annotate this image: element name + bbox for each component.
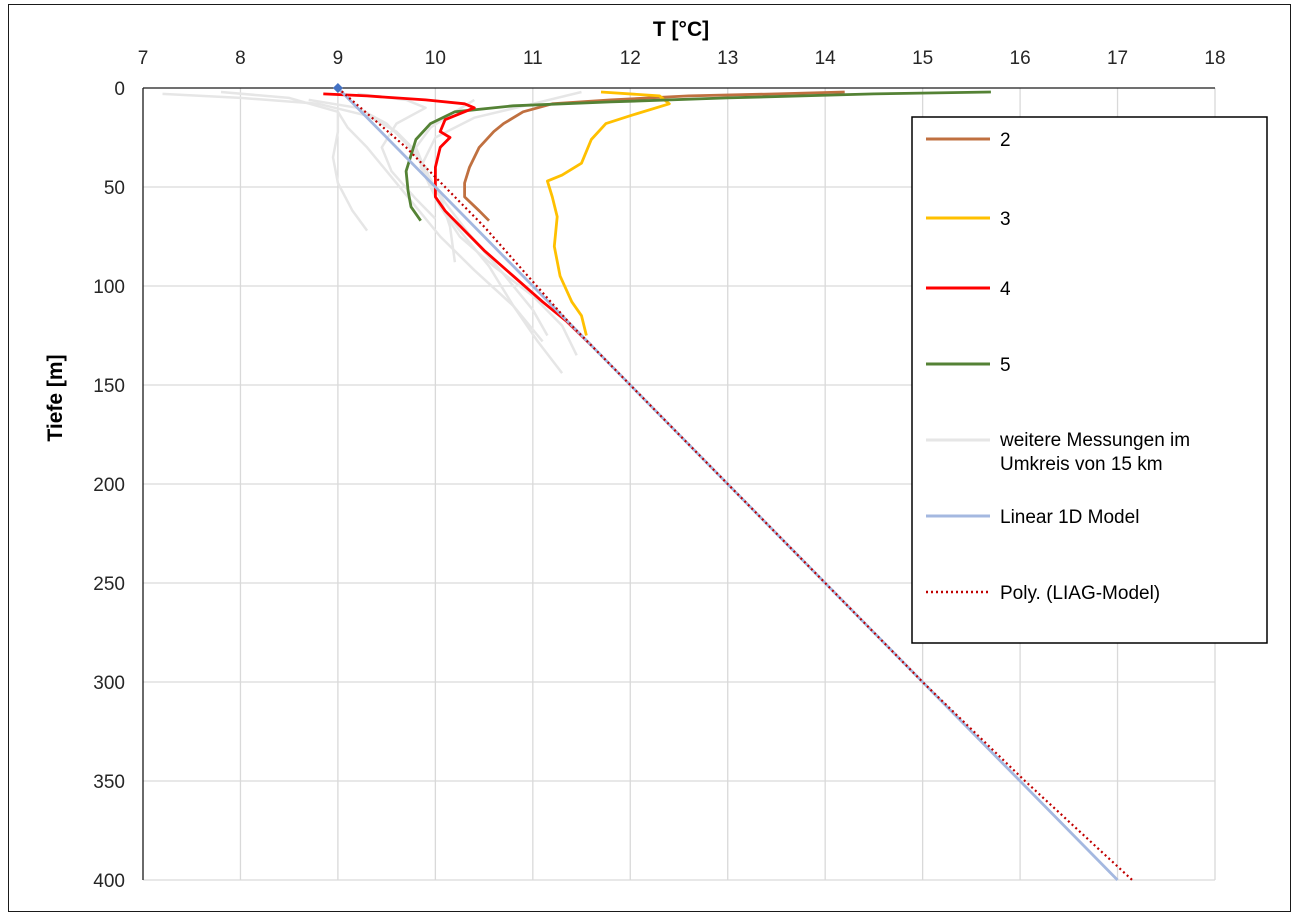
legend-label-line: weitere Messungen im [999, 430, 1190, 451]
x-tick-label: 9 [333, 48, 344, 69]
y-tick-label: 50 [104, 178, 125, 199]
series-4-line [323, 92, 593, 347]
y-tick-label: 0 [114, 79, 125, 100]
y-tick-label: 300 [93, 673, 125, 694]
y-tick-label: 100 [93, 277, 125, 298]
legend-label: 3 [1000, 209, 1011, 230]
series-5-line [404, 90, 991, 222]
series-2-line [463, 90, 845, 222]
legend: 2 3 4 5 weitere Messungen im Umkreis von 15 k… [911, 116, 1268, 644]
series-weitere-messungen-im-umkreis-von-15-km-line [357, 92, 437, 220]
x-tick-label: 17 [1107, 48, 1128, 69]
x-tick-label: 10 [425, 48, 446, 69]
x-tick-label: 7 [138, 48, 149, 69]
x-tick-label: 11 [523, 48, 543, 69]
x-tick-label: 12 [620, 48, 641, 69]
x-tick-label: 16 [1010, 48, 1031, 69]
legend-label: 2 [1000, 130, 1011, 151]
tick-labels: 7 8 9 10 11 12 13 14 15 16 17 18 0 50 100 150 200 250 300 3… [93, 48, 1225, 892]
legend-label: 5 [1000, 355, 1011, 376]
x-tick-label: 18 [1204, 48, 1225, 69]
series-weitere-messungen-im-umkreis-von-15-km-line [336, 111, 544, 343]
legend-box [911, 116, 1268, 644]
x-tick-label: 14 [815, 48, 837, 69]
origin-marker [332, 83, 343, 93]
legend-label: weitere Messungen im Umkreis von 15 km [999, 430, 1190, 475]
series-poly-liag-model-line [337, 87, 1133, 881]
y-tick-label: 200 [93, 475, 125, 496]
x-axis-title: T [°C] [653, 18, 709, 41]
y-tick-label: 350 [93, 772, 125, 793]
legend-label-line: Umkreis von 15 km [1000, 454, 1163, 475]
y-tick-label: 250 [93, 574, 125, 595]
series-weitere-messungen-im-umkreis-von-15-km-line [220, 90, 369, 232]
legend-label: 4 [1000, 279, 1011, 300]
legend-label: Poly. (LIAG-Model) [1000, 583, 1160, 604]
y-tick-label: 400 [93, 871, 125, 892]
y-axis-title: Tiefe [m] [44, 354, 67, 441]
series-3-line [546, 90, 671, 336]
y-tick-label: 150 [93, 376, 125, 397]
x-tick-label: 8 [235, 48, 246, 69]
x-tick-label: 15 [912, 48, 933, 69]
series-weitere-messungen-im-umkreis-von-15-km-line [162, 92, 578, 356]
series-layer [162, 83, 1133, 881]
x-tick-label: 13 [717, 48, 738, 69]
legend-label: Linear 1D Model [1000, 507, 1139, 528]
